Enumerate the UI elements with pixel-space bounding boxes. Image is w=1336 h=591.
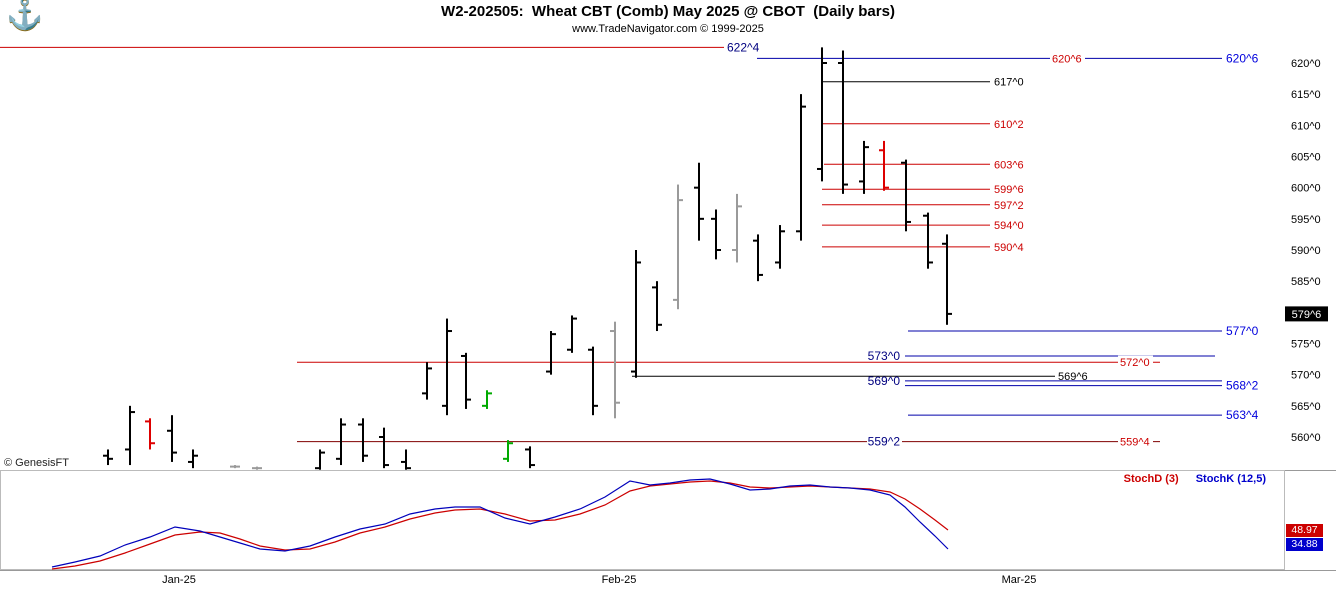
genesis-copyright-label: © GenesisFT [4,457,69,469]
price-level-label: 590^4 [994,242,1024,254]
label-mask [1050,51,1085,65]
price-axis-label: 565^0 [1291,401,1321,413]
stochk-legend-label[interactable]: StochK (12,5) [1195,473,1266,485]
label-mask [1118,355,1153,369]
price-level-label: 573^0 [868,349,901,363]
label-mask [867,435,902,449]
price-axis-label: 585^0 [1291,276,1321,288]
stochk-line [51,478,949,568]
brand-anchor-icon: ⚓ [6,0,44,31]
price-level-label: 620^6 [1052,53,1082,65]
price-axis-label: 595^0 [1291,214,1321,226]
price-axis-label: 610^0 [1291,120,1321,132]
price-level-label: 559^4 [1120,437,1150,449]
stochd-value-badge: 48.97 [1286,524,1323,537]
price-level-label: 622^4 [727,40,760,54]
price-axis-label: 620^0 [1291,58,1321,70]
price-level-label: 568^2 [1226,379,1259,393]
price-axis-label: 590^0 [1291,245,1321,257]
price-axis-label: 600^0 [1291,183,1321,195]
label-mask [1118,435,1153,449]
price-level-label: 597^2 [994,200,1024,212]
xaxis-label-jan: Jan-25 [162,574,196,586]
price-level-label: 563^4 [1226,408,1259,422]
chart-subtitle: www.TradeNavigator.com © 1999-2025 [572,23,764,35]
price-level-label: 620^6 [1226,51,1259,65]
xaxis-label-feb: Feb-25 [601,574,637,586]
price-level-label: 599^6 [994,184,1024,196]
price-level-label: 569^0 [868,374,901,388]
price-axis-label: 615^0 [1291,89,1321,101]
price-level-label: 559^2 [868,435,901,449]
stochk-value-badge: 34.88 [1286,538,1323,551]
price-level-label: 594^0 [994,220,1024,232]
price-level-label: 569^6 [1058,371,1088,383]
xaxis-label-mar: Mar-25 [1001,574,1037,586]
stochd-line [51,480,949,570]
stochd-legend-label[interactable]: StochD (3) [1123,473,1179,485]
price-axis-label: 570^0 [1291,370,1321,382]
price-level-label: 572^0 [1120,357,1150,369]
price-level-label: 603^6 [994,159,1024,171]
price-level-label: 610^2 [994,119,1024,131]
stoch-panel-border [0,470,1285,570]
chart-title: W2-202505: Wheat CBT (Comb) May 2025 @ C… [441,3,895,20]
price-level-label: 617^0 [994,77,1024,89]
last-price-label: 579^6 [1292,309,1322,321]
price-level-label: 577^0 [1226,324,1259,338]
last-price-box [1285,306,1328,322]
price-axis-label: 575^0 [1291,339,1321,351]
price-axis-label: 605^0 [1291,152,1321,164]
price-axis-label: 560^0 [1291,432,1321,444]
stoch-legend: StochD (3) StochK (12,5) [1124,473,1266,485]
